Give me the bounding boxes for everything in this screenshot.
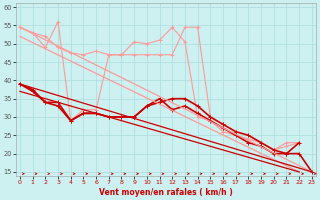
X-axis label: Vent moyen/en rafales ( km/h ): Vent moyen/en rafales ( km/h ) <box>99 188 233 197</box>
